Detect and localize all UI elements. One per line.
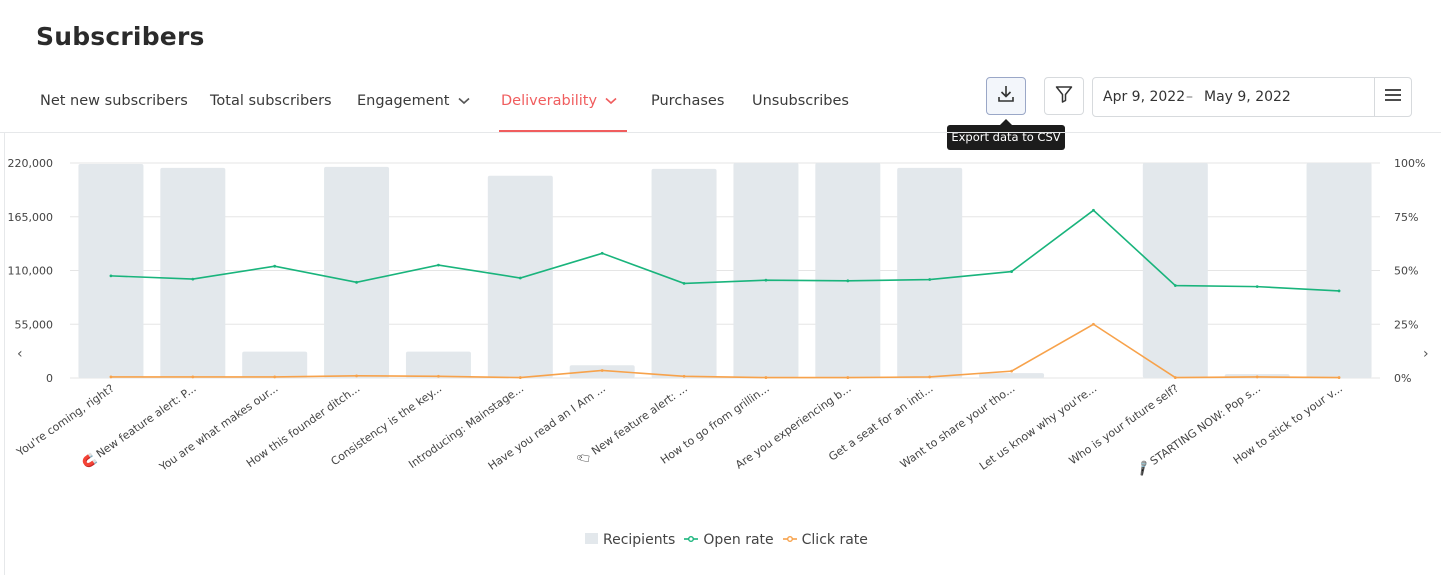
recipients-bar <box>78 163 144 378</box>
click-rate-point <box>928 375 932 379</box>
tab-total-subscribers[interactable]: Total subscribers <box>210 70 332 132</box>
open-rate-point <box>1010 270 1013 273</box>
open-rate-point <box>437 263 440 267</box>
y-right-tick-label: 50% <box>1394 265 1418 278</box>
tab-label: Purchases <box>651 93 725 109</box>
recipients-bar <box>242 351 308 378</box>
click-rate-point <box>600 369 604 372</box>
open-rate-point <box>1255 285 1259 289</box>
open-rate-point <box>928 278 932 281</box>
date-separator: – <box>1186 89 1193 105</box>
tab-deliverability[interactable]: Deliverability <box>498 70 628 132</box>
y-left-tick-label: 220,000 <box>8 157 54 170</box>
click-rate-point <box>109 375 113 379</box>
recipients-bar <box>979 373 1045 378</box>
click-rate-point <box>1173 376 1177 379</box>
open-rate-point <box>191 277 195 281</box>
recipients-bar <box>815 163 881 378</box>
click-rate-point <box>518 376 522 379</box>
y-right-tick-label: 25% <box>1394 318 1418 331</box>
click-rate-point <box>764 376 768 379</box>
legend-label: Click rate <box>801 532 868 548</box>
report-tabs: Net new subscribers Total subscribers En… <box>0 70 940 133</box>
recipients-bar <box>160 167 226 378</box>
legend-label: Open rate <box>703 532 774 548</box>
y-right-tick-label: 75% <box>1394 211 1418 224</box>
y-left-tick-label: 55,000 <box>15 318 54 331</box>
recipients-bar <box>733 163 799 378</box>
legend-recipients[interactable]: Recipients <box>585 532 675 548</box>
y-right-tick-label: 0% <box>1394 372 1411 385</box>
tab-label: Net new subscribers <box>40 93 188 109</box>
tab-engagement[interactable]: Engagement <box>357 70 470 132</box>
tab-label: Deliverability <box>501 93 598 109</box>
tab-purchases[interactable]: Purchases <box>651 70 724 132</box>
filter-icon <box>1054 84 1074 109</box>
line-swatch-icon <box>684 532 699 548</box>
click-rate-point <box>1010 369 1013 373</box>
chevron-right-icon[interactable]: › <box>1423 346 1429 362</box>
download-icon <box>996 84 1016 109</box>
export-tooltip: Export data to CSV <box>947 119 1065 150</box>
recipients-bar <box>651 168 717 378</box>
click-rate-point <box>1337 376 1341 379</box>
open-rate-point <box>109 274 113 278</box>
date-start-field[interactable]: Apr 9, 2022 <box>1103 89 1186 105</box>
click-rate-point <box>355 374 358 378</box>
click-rate-point <box>682 374 686 378</box>
y-right-tick-label: 100% <box>1394 157 1425 170</box>
date-range-picker: Apr 9, 2022 – May 9, 2022 <box>1092 77 1412 117</box>
open-rate-line <box>110 209 1340 292</box>
date-end-field[interactable]: May 9, 2022 <box>1204 89 1291 105</box>
hamburger-menu-icon <box>1384 88 1402 106</box>
click-rate-point <box>437 374 440 378</box>
filter-button[interactable] <box>1044 77 1084 115</box>
chevron-down-icon <box>605 70 617 132</box>
recipients-bar <box>897 167 963 378</box>
recipients-bar <box>405 351 471 378</box>
tab-label: Total subscribers <box>210 93 332 109</box>
y-left-tick-label: 165,000 <box>8 211 54 224</box>
click-rate-point <box>1092 322 1095 326</box>
open-rate-point <box>600 251 604 255</box>
legend-open-rate[interactable]: Open rate <box>684 532 774 548</box>
open-rate-point <box>1337 289 1341 293</box>
chart-legend: Recipients Open rate Click rate <box>585 530 877 550</box>
chevron-left-icon[interactable]: ‹ <box>17 346 23 362</box>
tab-label: Unsubscribes <box>752 93 849 109</box>
click-rate-point <box>1255 375 1259 379</box>
legend-label: Recipients <box>603 532 676 548</box>
open-rate-point <box>273 264 277 268</box>
header-divider <box>0 132 1441 133</box>
tab-net-new-subscribers[interactable]: Net new subscribers <box>40 70 188 132</box>
click-rate-point <box>846 376 850 379</box>
open-rate-point <box>1173 284 1177 287</box>
y-left-tick-label: 110,000 <box>8 265 54 278</box>
open-rate-point <box>1092 208 1095 212</box>
panel-border <box>4 132 5 575</box>
open-rate-point <box>682 282 686 285</box>
click-rate-point <box>273 375 277 379</box>
page-title: Subscribers <box>36 22 205 51</box>
bar-swatch-icon <box>585 532 598 548</box>
recipients-bar <box>1142 163 1208 378</box>
click-rate-line <box>110 323 1340 379</box>
tab-unsubscribes[interactable]: Unsubscribes <box>752 70 849 132</box>
export-button[interactable] <box>986 77 1026 115</box>
recipients-bar <box>1306 163 1372 378</box>
deliverability-chart: 0 55,000 110,000 165,000 220,000 0% 25% 50% 75% 1… <box>8 157 1426 478</box>
recipients-bar <box>324 166 390 378</box>
y-left-tick-label: 0 <box>46 372 53 385</box>
open-rate-point <box>764 278 768 282</box>
open-rate-point <box>846 279 850 283</box>
line-swatch-icon <box>782 532 797 548</box>
click-rate-point <box>191 375 195 379</box>
chevron-down-icon <box>457 70 470 132</box>
tab-label: Engagement <box>357 93 450 109</box>
legend-click-rate[interactable]: Click rate <box>782 532 868 548</box>
open-rate-point <box>355 280 358 284</box>
open-rate-point <box>518 276 522 280</box>
date-menu-button[interactable] <box>1374 78 1411 116</box>
